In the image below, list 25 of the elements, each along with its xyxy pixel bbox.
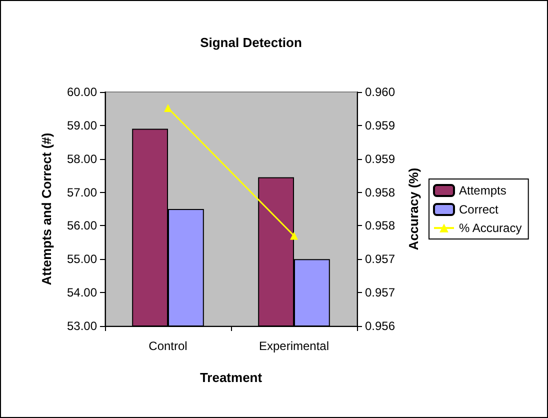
y-tick-label: 54.00 <box>66 286 98 300</box>
legend-label: Correct <box>459 202 500 216</box>
y-tick-label: 60.00 <box>66 85 98 99</box>
y2-tick-label: 0.957 <box>365 252 396 266</box>
y-tick-label: 59.00 <box>66 118 98 132</box>
legend-label: % Accuracy <box>459 221 522 235</box>
y2-axis-title: Accuracy (%) <box>406 168 421 250</box>
y-tick-label: 57.00 <box>66 185 98 200</box>
y-axis-title: Attempts and Correct (#) <box>39 132 54 286</box>
y-tick-label: 53.00 <box>66 319 98 333</box>
chart-title: Signal Detection <box>200 35 302 50</box>
legend-label: Attempts <box>459 184 506 198</box>
y-tick-label: 56.00 <box>66 218 98 233</box>
y2-tick-label: 0.959 <box>365 152 396 166</box>
x-tick-label: Control <box>148 339 188 353</box>
x-axis-title: Treatment <box>200 370 263 385</box>
y2-tick-label: 0.958 <box>365 185 396 200</box>
y2-tick-label: 0.957 <box>365 286 396 300</box>
x-tick-label: Experimental <box>258 339 330 353</box>
y2-tick-label: 0.956 <box>365 319 396 333</box>
y-tick-label: 58.00 <box>66 152 98 166</box>
y-tick-label: 55.00 <box>66 252 98 266</box>
y2-tick-label: 0.959 <box>365 118 396 132</box>
y2-tick-label: 0.960 <box>365 85 396 99</box>
y2-tick-label: 0.958 <box>365 218 396 233</box>
